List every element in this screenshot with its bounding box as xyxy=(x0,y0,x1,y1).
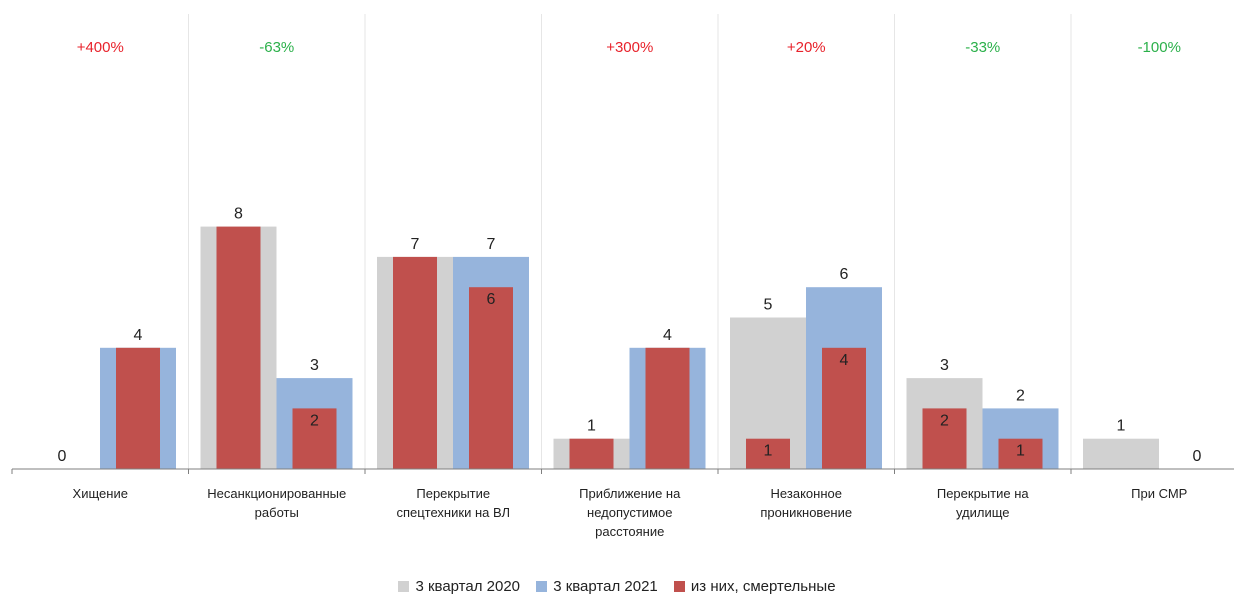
data-label-fatal-2020: 2 xyxy=(940,412,949,429)
legend-label-2021: 3 квартал 2021 xyxy=(553,578,658,595)
data-label-2020: 7 xyxy=(411,236,420,253)
change-label: -100% xyxy=(1138,39,1181,56)
data-label-2021: 3 xyxy=(310,357,319,374)
legend-swatch-2020 xyxy=(398,581,410,592)
data-label-fatal-2021: 6 xyxy=(487,291,496,308)
data-label-2021: 6 xyxy=(840,266,849,283)
legend-swatch-fatal xyxy=(673,581,685,592)
category-label: спецтехники на ВЛ xyxy=(396,505,510,520)
data-label-2021: 2 xyxy=(1016,387,1025,404)
category-label: Перекрытие xyxy=(416,486,490,501)
bar-fatal-2021 xyxy=(822,347,866,469)
change-label: -33% xyxy=(965,39,1000,56)
category-label: Незаконное xyxy=(771,486,842,501)
bar-fatal-2021 xyxy=(116,347,160,469)
legend-label-fatal: из них, смертельные xyxy=(690,578,836,595)
data-label-fatal-2021: 4 xyxy=(840,352,849,369)
data-label-2020: 1 xyxy=(1117,418,1126,435)
bar-fatal-2021 xyxy=(645,347,690,469)
data-label-2021: 7 xyxy=(487,236,496,253)
bar-chart: 0 4 +400% Хищение 8 3 2 -63% Несанкционированные… xyxy=(11,14,1234,539)
bar-fatal-2020 xyxy=(569,438,614,469)
category-label: Хищение xyxy=(73,486,128,501)
data-label-2020: 1 xyxy=(587,418,596,435)
category-label: При СМР xyxy=(1131,486,1187,501)
change-label: +400% xyxy=(77,39,124,56)
data-label-2020: 5 xyxy=(764,297,773,314)
category-label: Приближение на xyxy=(579,486,681,501)
category-label: работы xyxy=(255,505,299,520)
bar-fatal-2020 xyxy=(393,256,437,469)
bar-fatal-2020 xyxy=(746,438,790,469)
bar-fatal-2020 xyxy=(922,408,967,469)
data-label-2020: 0 xyxy=(58,448,67,465)
data-label-2020: 8 xyxy=(234,206,243,223)
chart-legend: 3 квартал 2020 3 квартал 2021 из них, см… xyxy=(0,578,1234,596)
bar-fatal-2020 xyxy=(216,226,261,469)
bar-fatal-2021 xyxy=(469,287,513,469)
category-label: недопустимое xyxy=(587,505,672,520)
data-label-fatal-2021: 2 xyxy=(310,412,319,429)
data-label-fatal-2021: 1 xyxy=(1016,443,1025,460)
data-label-2021: 4 xyxy=(663,327,672,344)
legend-item-2021: 3 квартал 2021 xyxy=(536,578,658,595)
change-label: +20% xyxy=(787,39,826,56)
change-label: -63% xyxy=(259,39,294,56)
category-label: Несанкционированные xyxy=(207,486,346,501)
data-label-2021: 0 xyxy=(1193,448,1202,465)
legend-label-2020: 3 квартал 2020 xyxy=(415,578,521,595)
category-label: расстояние xyxy=(595,524,664,539)
data-label-fatal-2020: 1 xyxy=(764,443,773,460)
category-label: проникновение xyxy=(760,505,852,520)
legend-item-fatal: из них, смертельные xyxy=(673,578,836,595)
category-label: Перекрытие на xyxy=(937,486,1030,501)
bar-fatal-2021 xyxy=(292,408,337,469)
legend-item-2020: 3 квартал 2020 xyxy=(398,578,520,595)
data-label-2020: 3 xyxy=(940,357,949,374)
category-label: удилище xyxy=(956,505,1010,520)
data-label-2021: 4 xyxy=(134,327,143,344)
bar-2020 xyxy=(1083,438,1159,469)
change-label: +300% xyxy=(606,39,653,56)
legend-swatch-2021 xyxy=(536,581,548,592)
bar-fatal-2021 xyxy=(998,438,1043,469)
